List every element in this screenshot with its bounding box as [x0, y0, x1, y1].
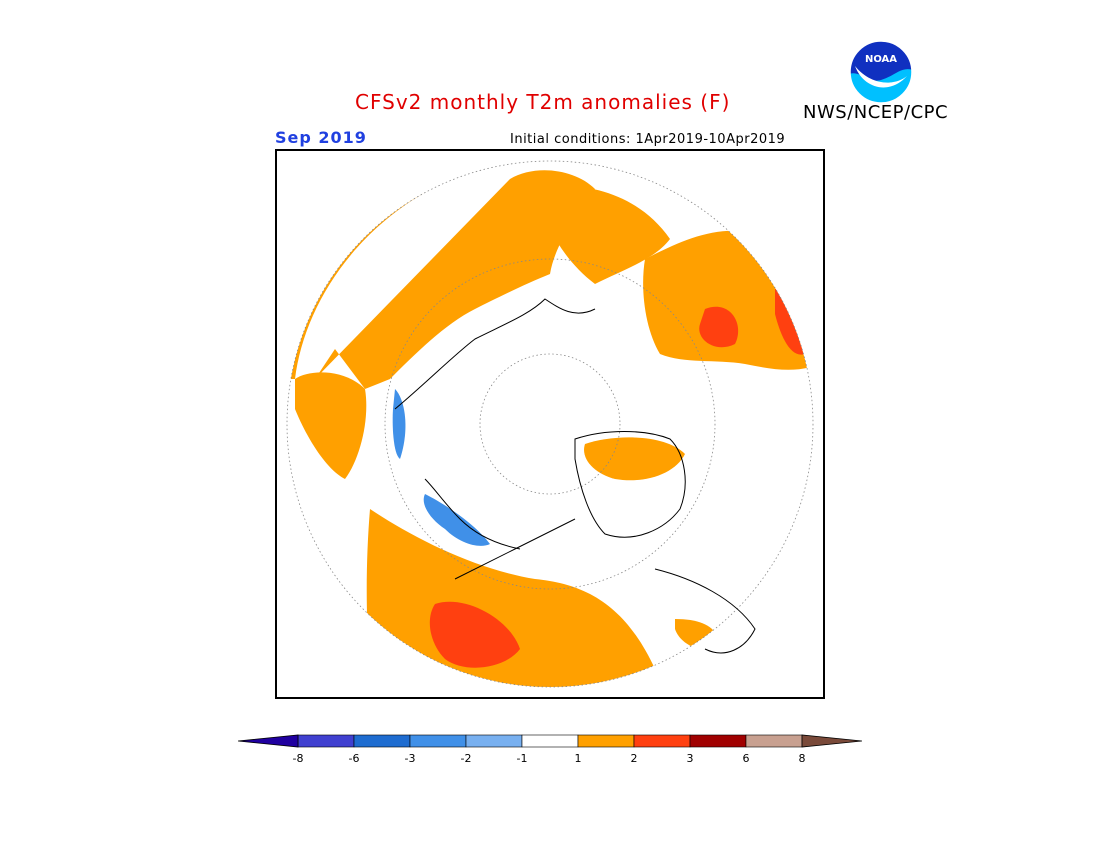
colorbar-bin [689, 734, 747, 748]
noaa-logo-icon: NOAA [849, 40, 913, 104]
colorbar-tick-label: -3 [404, 752, 416, 765]
region-europe [295, 372, 367, 479]
colorbar-tick-label: -1 [516, 752, 528, 765]
logo-text: NOAA [865, 54, 897, 65]
latitude-circle [384, 258, 716, 590]
colorbar-bin [633, 734, 691, 748]
colorbar-bin [465, 734, 523, 748]
colorbar [238, 734, 862, 748]
colorbar-tick-label: 1 [574, 752, 582, 765]
colorbar-tick-label: 6 [742, 752, 750, 765]
initial-conditions-label: Initial conditions: 1Apr2019-10Apr2019 [510, 132, 786, 147]
region-alaska-cool [423, 494, 490, 546]
region-siberia-band [525, 185, 670, 284]
colorbar-bin [297, 734, 355, 748]
colorbar-bin [409, 734, 467, 748]
region-southwest-us [429, 601, 520, 668]
colorbar-tick-label: 8 [798, 752, 806, 765]
colorbar-tick-label: -6 [348, 752, 360, 765]
colorbar-bin [353, 734, 411, 748]
colorbar-bin [577, 734, 635, 748]
colorbar-tick-label: 2 [630, 752, 638, 765]
region-siberia-east-coast [699, 306, 739, 348]
polar-map [275, 149, 825, 699]
colorbar-bin [745, 734, 803, 748]
colorbar-over-arrow [801, 734, 862, 748]
map-frame [275, 149, 825, 699]
latitude-circle [479, 353, 621, 495]
coastlines [394, 298, 756, 654]
colorbar-tick-label: 3 [686, 752, 694, 765]
colorbar-tick-label: -8 [292, 752, 304, 765]
colorbar-bin [521, 734, 579, 748]
agency-label: NWS/NCEP/CPC [803, 102, 949, 123]
region-united-states [366, 509, 655, 687]
chart-title: CFSv2 monthly T2m anomalies (F) [355, 90, 731, 114]
region-greenland-west [584, 437, 685, 481]
map-edge-circle [286, 160, 814, 688]
region-scandinavia-cool [392, 389, 406, 459]
region-northern-eurasia [287, 161, 813, 389]
valid-month-label: Sep 2019 [275, 128, 367, 147]
colorbar-tick-label: -2 [460, 752, 472, 765]
colorbar-under-arrow [238, 734, 299, 748]
